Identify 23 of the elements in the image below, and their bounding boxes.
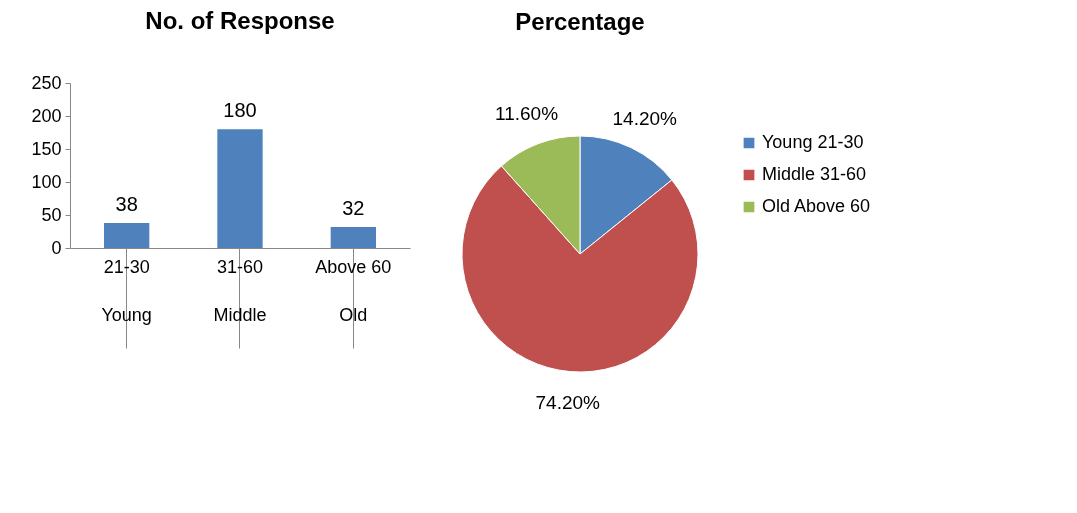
data-label: 11.60% <box>495 102 559 124</box>
category-label: 31-60 Middle <box>213 256 267 325</box>
legend-label: Old Above 60 <box>762 196 871 216</box>
y-tick-label: 150 <box>31 138 62 159</box>
legend-label: Young 21-30 <box>762 132 864 152</box>
chart-title: Percentage <box>515 7 645 35</box>
data-label: 14.20% <box>612 107 678 129</box>
data-label: 74.20% <box>535 392 601 414</box>
data-label: 32 <box>342 196 365 219</box>
legend-label: Middle 31-60 <box>762 164 867 184</box>
category-label: 21-30 Young <box>101 256 152 325</box>
y-tick-label: 200 <box>31 105 62 126</box>
bar <box>330 226 376 248</box>
y-tick-label: 250 <box>31 72 62 93</box>
bar <box>217 129 263 248</box>
bar <box>104 222 150 248</box>
data-label: 38 <box>115 192 138 215</box>
category-label: Above 60 Old <box>315 256 392 325</box>
y-tick-label: 100 <box>31 171 62 192</box>
y-tick-label: 50 <box>41 204 62 225</box>
y-tick-label: 0 <box>51 237 62 258</box>
data-label: 180 <box>223 99 257 122</box>
chart-title: No. of Response <box>145 7 335 34</box>
